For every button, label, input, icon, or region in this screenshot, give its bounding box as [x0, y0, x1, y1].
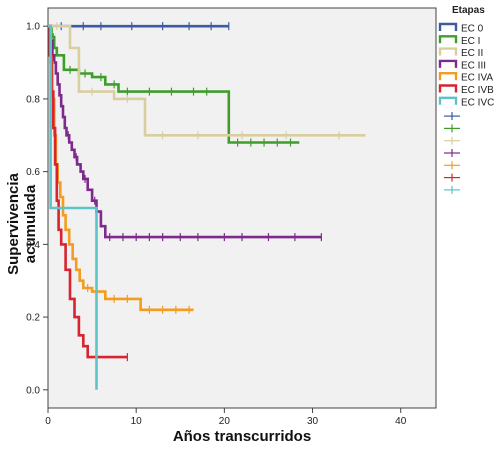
y-tick-label: 0.8 — [26, 94, 40, 105]
legend-swatch-ec-ii — [438, 47, 458, 56]
x-tick-label: 30 — [307, 416, 319, 427]
legend-swatch-ec-ivb — [438, 84, 458, 93]
legend-swatch-ec-i — [438, 35, 458, 44]
legend-title: Etapas — [452, 5, 485, 16]
legend-label-ec-iva: EC IVA — [461, 73, 493, 84]
legend-label-ec-iii: EC III — [461, 60, 486, 71]
legend-label-ec-ivb: EC IVB — [461, 85, 494, 96]
series-line-ec-iii — [48, 24, 322, 239]
legend-label-ec-0: EC 0 — [461, 24, 484, 35]
legend-label-ec-ivc: EC IVC — [461, 97, 494, 108]
legend-label-ec-ii: EC II — [461, 48, 483, 59]
y-tick-label: 0.4 — [26, 240, 40, 251]
plot-area — [47, 7, 437, 409]
y-axis-label: Supervivencia acumulada — [5, 173, 39, 275]
legend-swatch-ec-ivc — [438, 96, 458, 105]
legend-swatch-ec-0 — [438, 22, 458, 31]
y-tick-label: 1.0 — [26, 22, 40, 33]
series-line-ec-ivb — [48, 24, 128, 359]
x-tick-label: 0 — [45, 416, 51, 427]
y-tick-label: 0.6 — [26, 167, 40, 178]
series-line-ec-ivc — [48, 24, 98, 390]
legend-label-ec-i: EC I — [461, 36, 480, 47]
x-tick-label: 20 — [219, 416, 231, 427]
legend-swatch-ec-iva — [438, 72, 458, 81]
x-tick-label: 10 — [131, 416, 143, 427]
y-tick-label: 0.0 — [26, 385, 40, 396]
x-axis-label: Años transcurridos — [172, 428, 312, 445]
legend-swatch-ec-iii — [438, 59, 458, 68]
y-tick-label: 0.2 — [26, 313, 40, 324]
x-tick-label: 40 — [395, 416, 407, 427]
series-line-ec-ii — [48, 24, 366, 137]
